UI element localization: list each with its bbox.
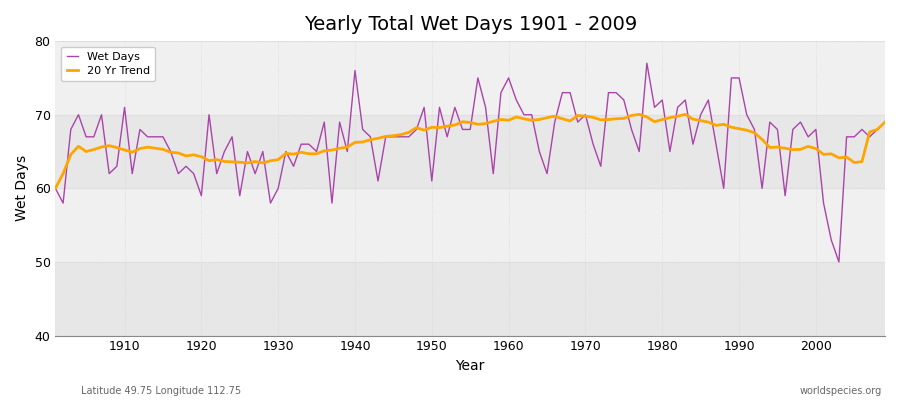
20 Yr Trend [879, 120, 890, 124]
20 Yr Trend [281, 151, 292, 156]
Wet Days [503, 76, 514, 80]
Text: Latitude 49.75 Longitude 112.75: Latitude 49.75 Longitude 112.75 [81, 386, 241, 396]
Line: 20 Yr Trend: 20 Yr Trend [56, 114, 885, 188]
Bar [56, 262, 885, 336]
Wet Days [281, 149, 292, 154]
Wet Days [496, 90, 507, 95]
Wet Days [596, 164, 607, 169]
Wet Days [833, 260, 844, 264]
20 Yr Trend [327, 148, 338, 152]
20 Yr Trend [596, 118, 607, 122]
X-axis label: Year: Year [455, 359, 485, 373]
20 Yr Trend [503, 118, 514, 123]
20 Yr Trend [50, 186, 61, 191]
Title: Yearly Total Wet Days 1901 - 2009: Yearly Total Wet Days 1901 - 2009 [303, 15, 637, 34]
20 Yr Trend [112, 145, 122, 150]
Line: Wet Days: Wet Days [56, 63, 885, 262]
20 Yr Trend [634, 112, 644, 117]
Bar [56, 115, 885, 188]
Bar [56, 26, 885, 41]
Wet Days [112, 164, 122, 169]
Wet Days [50, 186, 61, 191]
Text: worldspecies.org: worldspecies.org [800, 386, 882, 396]
Wet Days [642, 61, 652, 66]
Wet Days [879, 120, 890, 124]
20 Yr Trend [496, 117, 507, 122]
Wet Days [327, 201, 338, 206]
Y-axis label: Wet Days: Wet Days [15, 155, 29, 222]
Legend: Wet Days, 20 Yr Trend: Wet Days, 20 Yr Trend [61, 47, 155, 81]
